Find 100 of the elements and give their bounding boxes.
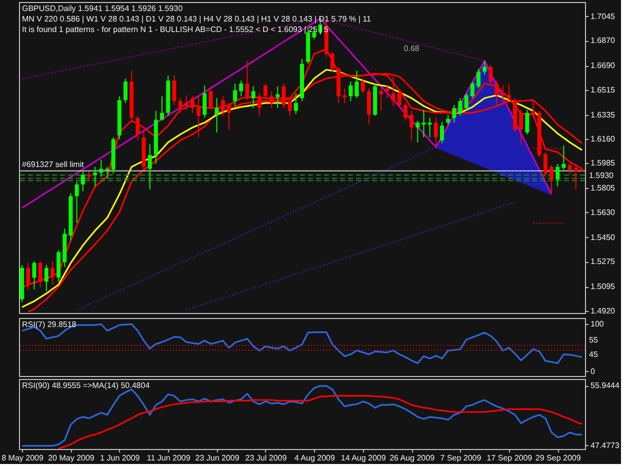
- y-tick-label: 1.6160: [590, 134, 616, 144]
- candlestick: [543, 152, 548, 178]
- line-series: [21, 18, 552, 209]
- candlestick: [482, 60, 487, 76]
- candlestick: [470, 81, 474, 99]
- x-tick-label: 11 Jun 2009: [146, 454, 191, 462]
- candlestick: [214, 98, 219, 133]
- candlestick: [428, 117, 432, 138]
- candlestick: [416, 120, 420, 143]
- candlestick: [446, 114, 450, 126]
- y-tick-label: 1.6335: [590, 110, 616, 120]
- candlestick: [506, 82, 511, 101]
- candlestick: [525, 109, 530, 135]
- x-tick-label: 23 Jun 2009: [195, 454, 240, 462]
- candlestick: [550, 164, 554, 194]
- candlestick: [196, 94, 201, 138]
- candlestick: [348, 81, 353, 102]
- y-tick-label: 1.6515: [590, 85, 616, 94]
- candlestick: [251, 86, 256, 108]
- x-tick-label: 14 Aug 2009: [340, 454, 386, 462]
- candlestick: [32, 260, 36, 290]
- candlestick: [270, 90, 274, 108]
- y-tick-label: 1.4920: [590, 306, 616, 316]
- candlestick: [80, 171, 85, 192]
- candlestick: [124, 78, 128, 104]
- candlestick: [99, 159, 104, 178]
- candlestick: [556, 163, 560, 188]
- y-tick-label: 55.9444: [590, 381, 620, 390]
- candlestick: [342, 88, 347, 104]
- candlestick: [190, 96, 194, 114]
- y-tick-label: 1.7045: [590, 12, 616, 21]
- y-tick-label: 1.5275: [590, 257, 616, 266]
- x-tick-label: 26 Aug 2009: [390, 454, 436, 462]
- y-tick-label: 1.5450: [590, 232, 616, 242]
- candlestick: [93, 166, 98, 188]
- chart-title: RSI(7) 29.8518: [22, 320, 77, 329]
- candlestick: [422, 109, 426, 138]
- ref-line-label: 45: [589, 350, 598, 360]
- candlestick: [531, 100, 536, 118]
- y-tick-label: 1.5985: [590, 158, 616, 168]
- candlestick: [434, 117, 438, 148]
- candlestick: [263, 82, 268, 99]
- candlestick: [136, 115, 140, 141]
- y-tick-label: 1.5805: [590, 184, 616, 193]
- candlestick: [562, 144, 566, 170]
- candlestick: [360, 78, 365, 94]
- candlestick: [239, 80, 244, 97]
- candlestick: [288, 98, 292, 116]
- candlestick: [403, 102, 408, 122]
- candlestick: [50, 260, 54, 286]
- line-series: [58, 394, 583, 449]
- candlestick: [574, 163, 578, 190]
- y-tick-label: 1.6870: [590, 36, 616, 46]
- x-tick-label: 29 Sep 2009: [535, 454, 582, 462]
- x-tick-label: 8 May 2009: [2, 454, 44, 462]
- candlestick: [220, 96, 225, 116]
- ref-line-label: #691327 sell limit: [22, 160, 85, 170]
- annotation: MN V 220 0.586 | W1 V 28 0.143 | D1 V 28 0.143 | H4 V 28 0.143 | H1 V 28 0.143 | D1 5.79 % | 11: [22, 14, 372, 24]
- candlestick: [366, 88, 371, 126]
- candlestick: [354, 70, 359, 99]
- candlestick: [458, 98, 462, 116]
- y-tick-label: 1.6690: [590, 61, 616, 70]
- candlestick: [184, 94, 188, 110]
- x-tick-label: 17 Sep 2009: [486, 454, 533, 462]
- candlestick: [568, 163, 572, 174]
- candlestick: [476, 68, 480, 89]
- x-tick-label: 4 Aug 2009: [294, 454, 336, 462]
- candlestick: [330, 52, 334, 72]
- candlestick: [148, 144, 152, 190]
- line-series: [21, 323, 583, 364]
- candlestick: [488, 64, 493, 85]
- candlestick: [397, 90, 402, 108]
- y-tick-label: 0: [590, 366, 596, 376]
- ref-line-label: 55: [589, 335, 598, 344]
- candlestick: [172, 75, 176, 106]
- line-series: [186, 202, 516, 311]
- y-tick-label: 1.5095: [590, 282, 616, 292]
- x-tick-label: 1 Jun 2009: [100, 454, 140, 462]
- candlestick: [160, 96, 164, 122]
- x-tick-label: 20 May 2009: [48, 454, 95, 462]
- candlestick: [86, 171, 91, 182]
- chart-title: GBPUSD,Daily 1.5941 1.5954 1.5926 1.5930: [22, 4, 184, 13]
- candlestick: [282, 82, 286, 108]
- candlestick: [410, 110, 414, 141]
- ref-line-label: 1.5930: [589, 170, 614, 180]
- candlestick: [178, 98, 182, 114]
- candlestick: [494, 80, 499, 106]
- candlestick: [391, 76, 396, 107]
- candlestick: [44, 264, 48, 292]
- candlestick: [440, 121, 444, 144]
- candlestick: [226, 102, 231, 130]
- candlestick: [245, 60, 250, 101]
- candlestick: [464, 92, 468, 110]
- y-tick-label: 100: [590, 320, 604, 329]
- candlestick: [379, 88, 384, 112]
- y-tick-label: 47.4773: [590, 440, 620, 450]
- x-tick-label: 7 Sep 2009: [440, 454, 482, 462]
- y-tick-label: 1.5630: [590, 208, 616, 217]
- candlestick: [294, 92, 298, 114]
- chart-title: RSI(90) 48.9555 =>MA(14) 50.4804: [22, 381, 150, 390]
